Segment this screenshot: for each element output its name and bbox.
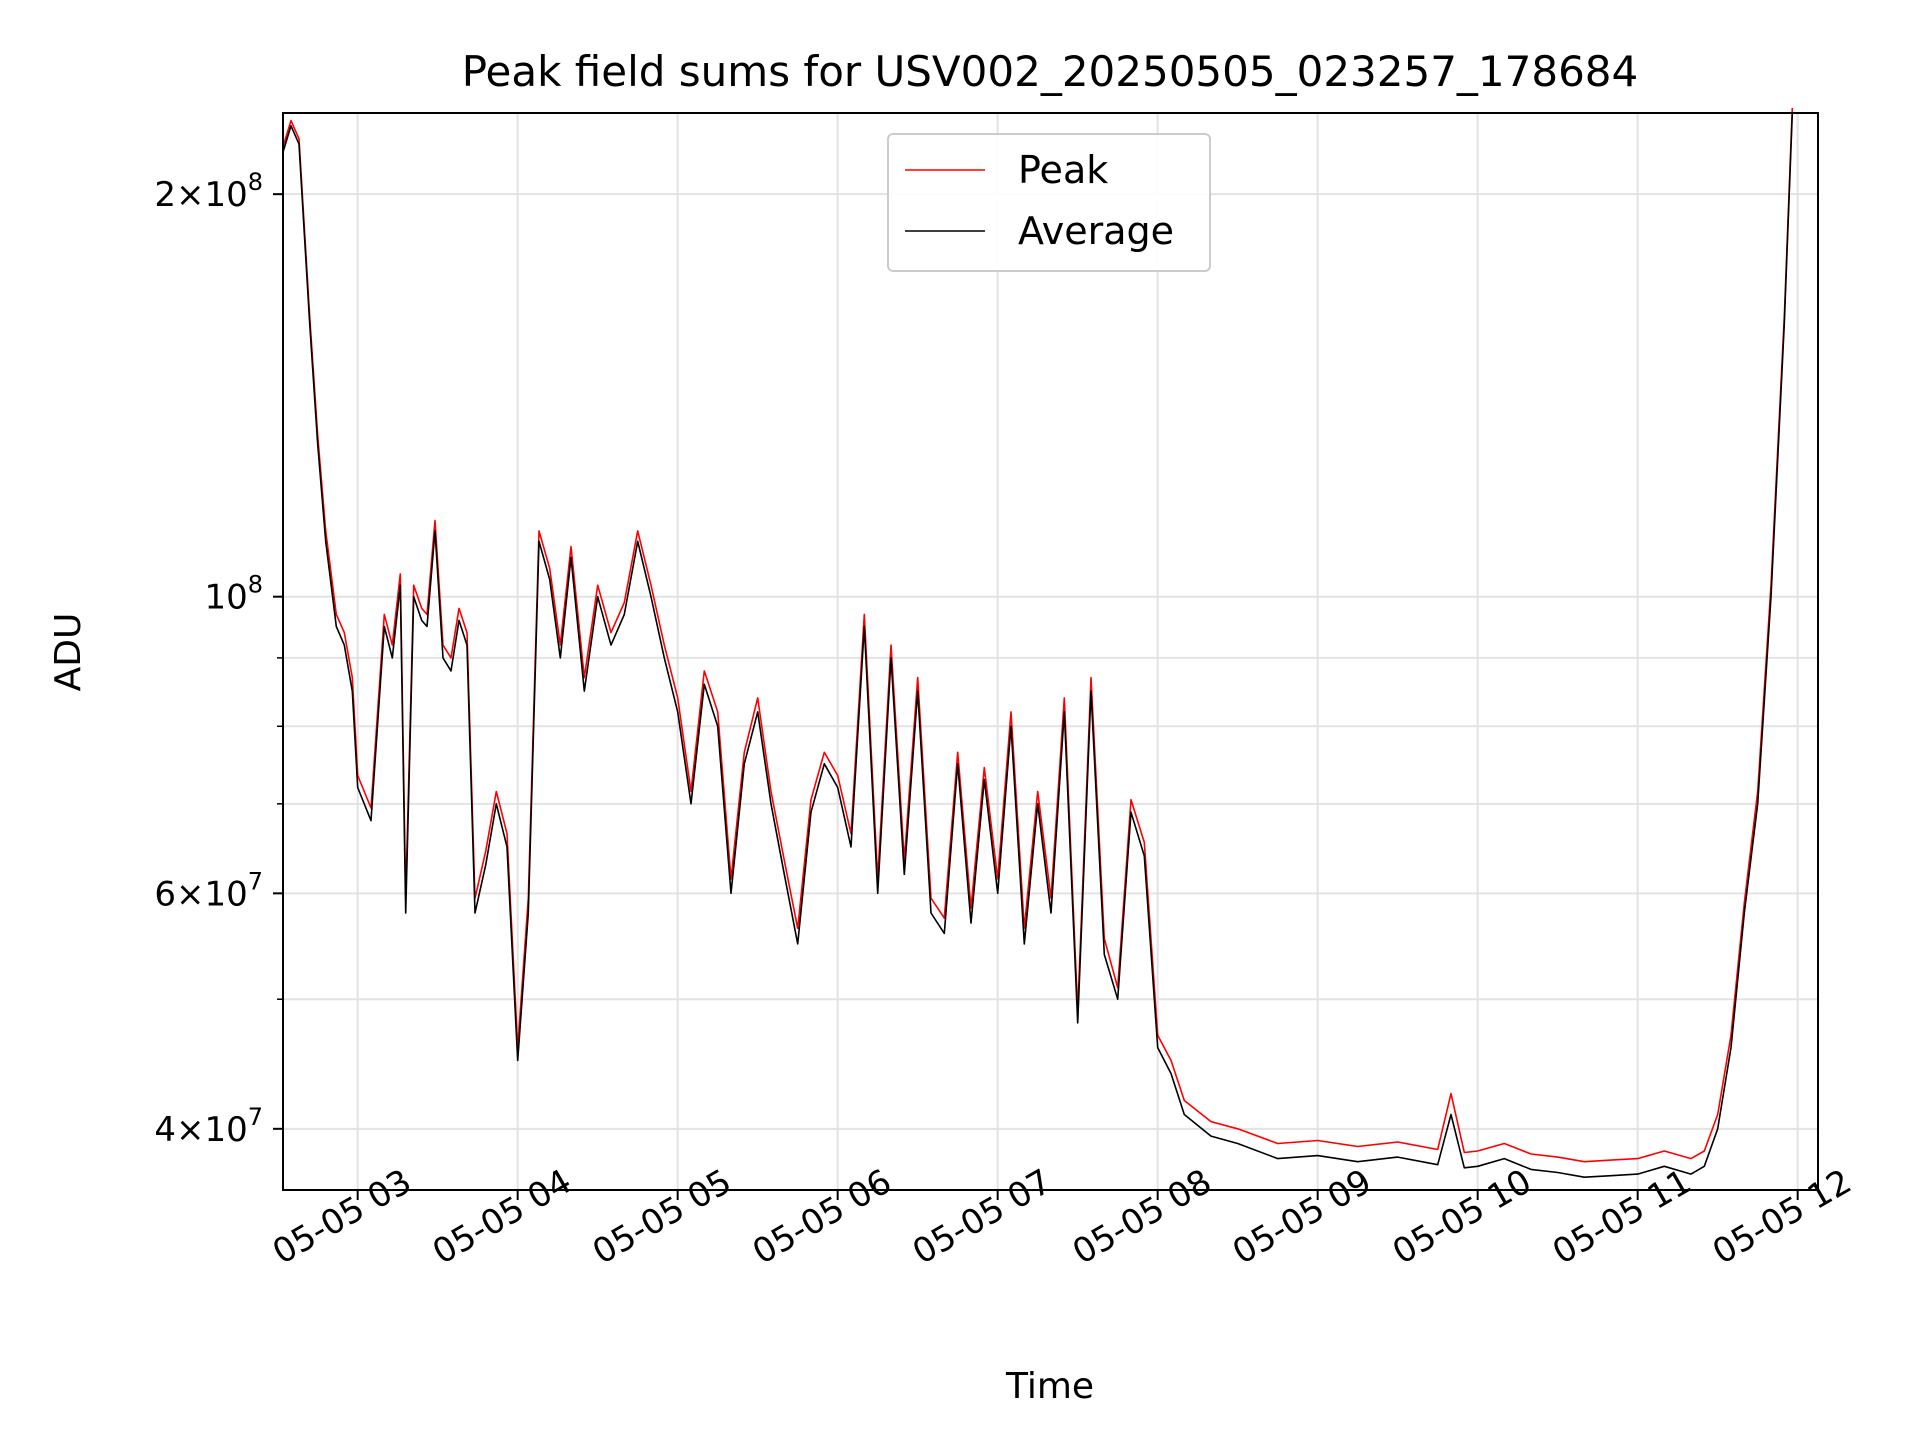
x-axis-ticks: 05-05 03 05-05 04 05-05 05 05-05 06 05-05 07… (266, 1162, 1858, 1273)
x-tick-label: 05-05 05 (586, 1162, 738, 1273)
y-axis-ticks: 4×107 6×107 108 2×108 (154, 168, 283, 1150)
grid-lines (283, 113, 1818, 1190)
y-tick-label: 6×107 (154, 867, 263, 914)
legend-box (887, 133, 1211, 272)
series-lines (282, 107, 1794, 1178)
legend-label-peak: Peak (1018, 148, 1108, 192)
y-tick-label: 4×107 (154, 1103, 263, 1150)
x-tick-label: 05-05 11 (1546, 1162, 1698, 1273)
x-tick-label: 05-05 06 (746, 1162, 898, 1273)
series-line-peak (282, 107, 1794, 1163)
x-tick-label: 05-05 10 (1386, 1162, 1538, 1273)
y-axis-label: ADU (48, 613, 89, 692)
x-tick-label: 05-05 08 (1066, 1162, 1218, 1273)
x-tick-label: 05-05 07 (906, 1162, 1058, 1273)
y-tick-label: 108 (204, 571, 263, 618)
x-tick-label: 05-05 04 (426, 1162, 578, 1273)
plot-frame (282, 112, 1819, 1191)
x-tick-label: 05-05 12 (1706, 1162, 1858, 1273)
x-axis-label: Time (1005, 1366, 1094, 1407)
x-tick-label: 05-05 09 (1226, 1162, 1378, 1273)
series-line-average (282, 112, 1794, 1178)
chart-title: Peak field sums for USV002_20250505_0232… (462, 47, 1639, 96)
x-tick-label: 05-05 03 (266, 1162, 418, 1273)
legend-label-average: Average (1018, 209, 1174, 253)
legend: Peak Average (887, 133, 1211, 272)
y-tick-label: 2×108 (154, 168, 263, 215)
